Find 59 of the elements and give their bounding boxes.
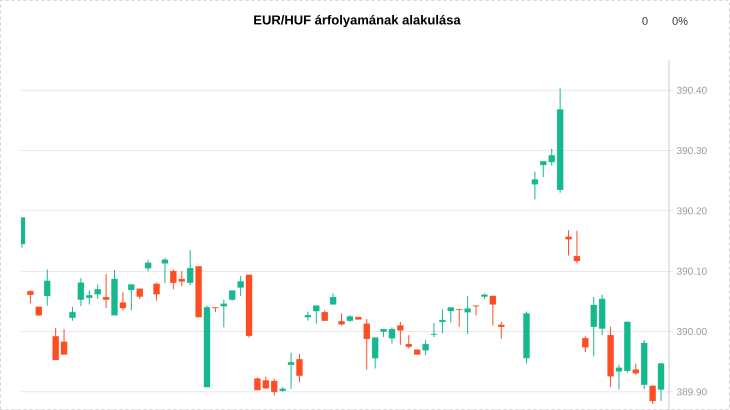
y-tick-label: 390.00 — [676, 328, 707, 336]
y-tick-label: 389.90 — [676, 388, 707, 396]
candlestick — [574, 230, 580, 264]
candlestick — [170, 268, 177, 290]
candlestick — [322, 310, 328, 322]
candlestick — [186, 250, 194, 286]
candlestick — [136, 288, 143, 300]
y-tick-label: 390.20 — [676, 207, 707, 214]
candlestick — [582, 336, 589, 353]
candlestick — [330, 293, 336, 305]
candlestick — [632, 363, 639, 376]
candlestick — [229, 290, 236, 302]
y-tick-label: 390.30 — [676, 146, 707, 154]
candlestick — [565, 230, 572, 256]
candlestick — [422, 340, 429, 356]
y-tick-label: 390.10 — [676, 268, 707, 275]
candlestick — [456, 308, 462, 328]
candlestick — [372, 337, 378, 369]
candlestick — [36, 306, 42, 316]
candlestick — [649, 385, 656, 404]
candlestick — [86, 290, 92, 305]
candlestick — [590, 296, 597, 357]
candlestick — [406, 334, 412, 349]
candlestick — [364, 318, 370, 370]
candlestick — [548, 148, 555, 166]
candlestick — [153, 282, 160, 302]
candlestick — [498, 321, 504, 340]
candlestick — [220, 299, 227, 328]
candlestick — [78, 277, 84, 307]
y-tick-label: 390.40 — [676, 86, 707, 94]
candlestick — [540, 160, 546, 178]
candlestick — [237, 276, 244, 296]
candlestick — [430, 322, 438, 338]
candlestick — [313, 305, 320, 324]
candlestick — [162, 257, 168, 284]
candlestick — [490, 295, 496, 326]
candlestick — [178, 270, 185, 287]
candlestick — [69, 306, 76, 322]
text: 0 — [642, 17, 648, 25]
candlestick — [271, 378, 278, 396]
candlestick — [439, 308, 446, 334]
candlestick — [397, 321, 404, 346]
candlestick — [464, 295, 471, 334]
text: 0% — [672, 17, 688, 25]
candlestick — [44, 268, 50, 306]
candlestick — [532, 171, 538, 200]
candlestick — [102, 274, 110, 309]
candlestick — [120, 292, 126, 311]
chart-title: EUR/HUF árfolyamának alakulása — [254, 14, 461, 28]
candlestick — [128, 284, 134, 311]
candlestick — [472, 305, 480, 316]
candlestick — [27, 290, 34, 304]
candlestick — [296, 353, 303, 383]
candlestick — [288, 352, 294, 390]
candlestick — [94, 284, 101, 300]
candlestick — [448, 306, 454, 323]
candlestick — [304, 311, 312, 322]
candlestick — [338, 312, 345, 326]
candlestick — [144, 259, 152, 272]
